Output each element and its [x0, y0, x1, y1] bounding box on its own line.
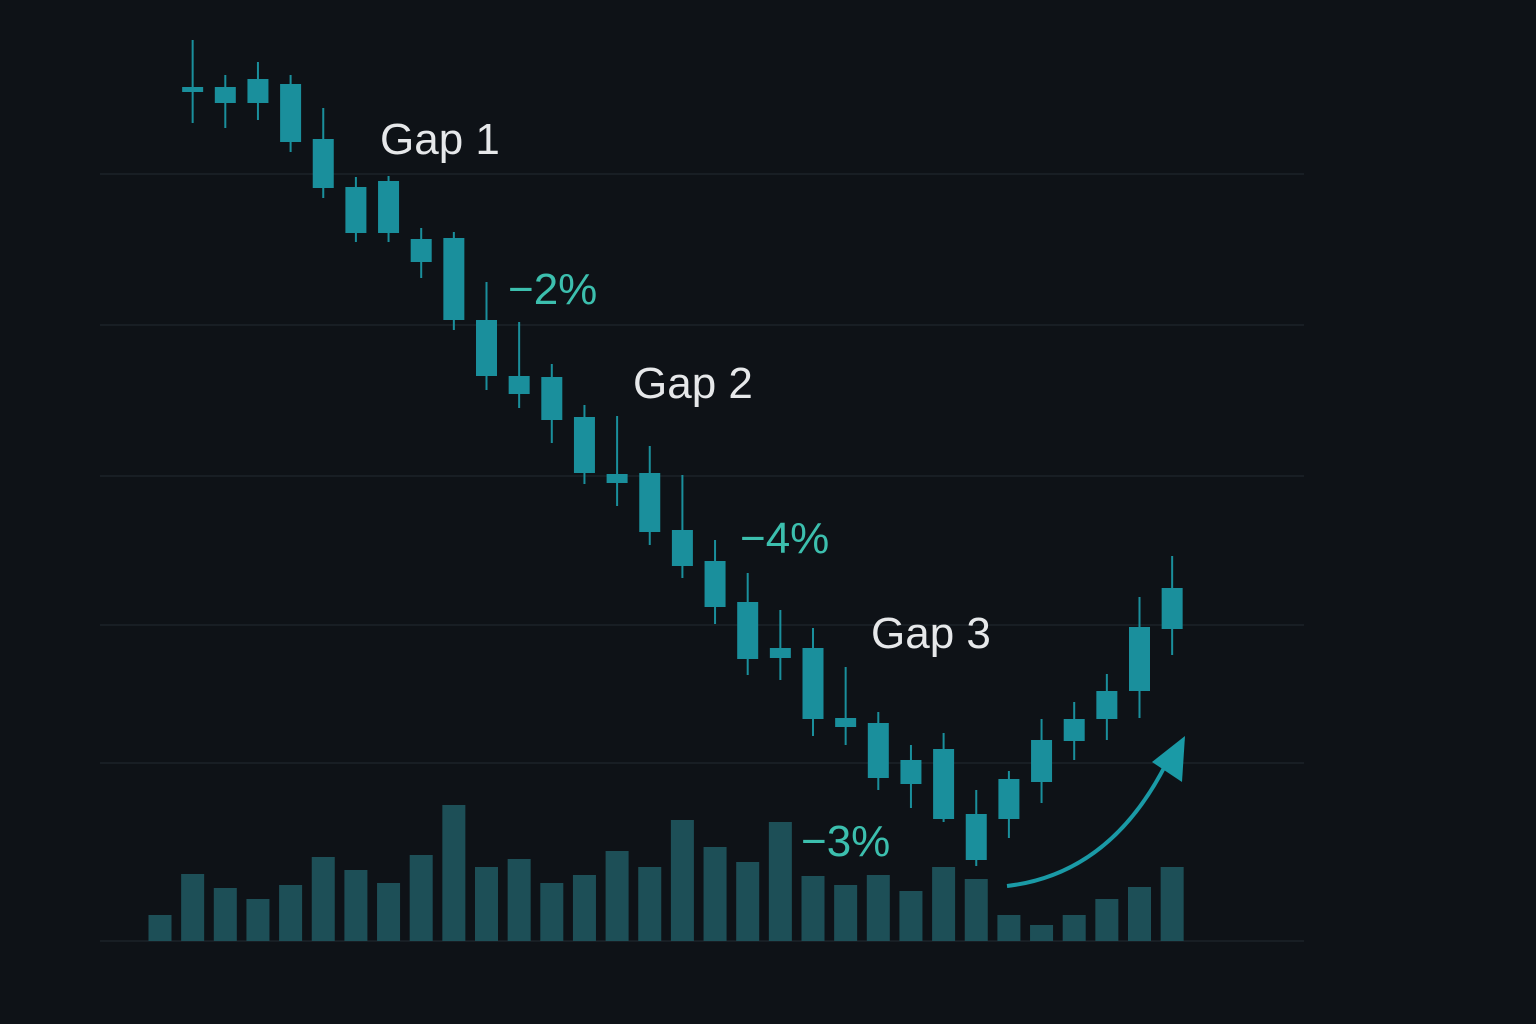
- annotation: Gap 3: [871, 609, 991, 658]
- candle-body: [410, 239, 432, 262]
- candle-body: [541, 377, 563, 420]
- volume-bar: [213, 888, 237, 941]
- candle-body: [737, 602, 759, 659]
- volume-bar: [638, 867, 662, 941]
- volume-bar: [932, 867, 956, 941]
- candle-body: [606, 474, 628, 483]
- candle-body: [671, 530, 693, 566]
- volume-bar: [997, 915, 1021, 941]
- candle-body: [312, 139, 334, 188]
- candle-body: [1129, 627, 1150, 691]
- volume-bar: [377, 883, 401, 941]
- candle-body: [900, 760, 922, 784]
- volume-bar: [475, 867, 498, 941]
- volume-bars: [148, 805, 1184, 941]
- volume-bar: [964, 879, 988, 941]
- candle-body: [639, 473, 661, 532]
- volume-bar: [736, 862, 760, 941]
- volume-bar: [507, 859, 531, 941]
- candle-body: [835, 718, 857, 727]
- volume-bar: [768, 822, 792, 941]
- volume-bar: [1160, 867, 1184, 941]
- candle-body: [998, 779, 1020, 819]
- volume-bar: [670, 820, 694, 941]
- volume-bar: [899, 891, 923, 941]
- volume-bar: [279, 885, 303, 941]
- volume-bar: [148, 915, 172, 941]
- volume-bar: [409, 855, 433, 941]
- volume-bar: [181, 874, 205, 941]
- annotation: Gap 1: [380, 115, 500, 164]
- candle-body: [247, 79, 269, 103]
- volume-bar: [540, 883, 564, 941]
- volume-bar: [605, 851, 629, 941]
- candle-body: [867, 723, 889, 778]
- annotation: −2%: [508, 265, 597, 314]
- volume-bar: [703, 847, 727, 941]
- candle-body: [704, 561, 726, 607]
- candle-body: [1031, 740, 1053, 782]
- candle-body: [508, 376, 530, 394]
- candle-body: [965, 814, 987, 860]
- volume-bar: [866, 875, 890, 941]
- candle-body: [214, 87, 236, 103]
- volume-bar: [1030, 925, 1054, 941]
- candle-body: [345, 187, 367, 233]
- arrow-head: [1152, 736, 1185, 782]
- annotation: Gap 2: [633, 359, 753, 408]
- volume-bar: [572, 875, 596, 941]
- candle-body: [573, 417, 595, 473]
- annotation: −3%: [801, 817, 890, 866]
- volume-bar: [1128, 887, 1151, 941]
- volume-bar: [834, 885, 858, 941]
- volume-bar: [442, 805, 466, 941]
- candle-body: [476, 320, 497, 376]
- volume-bar: [311, 857, 335, 941]
- volume-bar: [344, 870, 368, 941]
- candle-body: [1161, 588, 1183, 629]
- volume-bar: [801, 876, 825, 941]
- candle-body: [769, 648, 791, 658]
- candle-body: [280, 84, 302, 142]
- candle-body: [802, 648, 824, 719]
- trend-arrow: [1006, 763, 1168, 888]
- candle-body: [378, 181, 400, 233]
- annotation: −4%: [740, 514, 829, 563]
- candle-body: [933, 749, 955, 819]
- candles: [182, 40, 1183, 866]
- volume-bar: [1095, 899, 1119, 941]
- volume-bar: [246, 899, 270, 941]
- candle-body: [1063, 719, 1085, 741]
- candle-body: [443, 238, 465, 320]
- candle-body: [182, 87, 204, 92]
- volume-bar: [1062, 915, 1086, 941]
- candle-body: [1096, 691, 1118, 719]
